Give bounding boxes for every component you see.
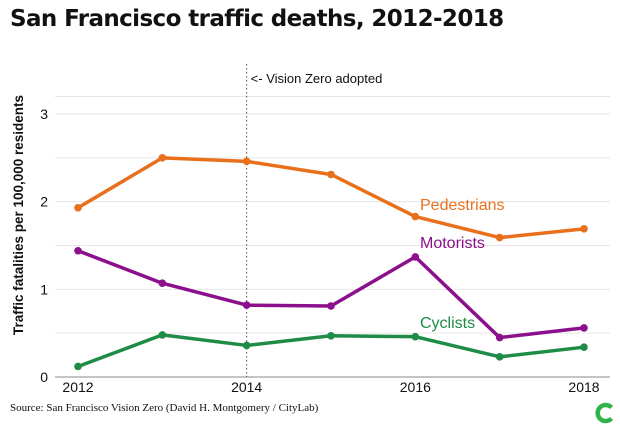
data-point-motorists bbox=[242, 301, 251, 309]
y-tick-label: 2 bbox=[40, 194, 48, 210]
data-point-cyclists bbox=[580, 343, 588, 351]
data-point-motorists bbox=[411, 253, 420, 261]
data-point-pedestrians bbox=[580, 225, 588, 233]
tick-labels: 2012 2014 2016 2018 0 1 2 3 bbox=[40, 106, 600, 395]
data-point-motorists bbox=[495, 333, 504, 342]
data-point-cyclists bbox=[158, 331, 167, 339]
series-line-pedestrians bbox=[76, 156, 586, 240]
series-label-pedestrians: Pedestrians bbox=[420, 197, 505, 214]
data-point-motorists bbox=[580, 324, 588, 332]
data-point-cyclists bbox=[327, 331, 335, 340]
data-point-motorists bbox=[327, 302, 335, 310]
y-axis-label: Traffic fatalities per 100,000 residents bbox=[11, 95, 26, 335]
data-point-cyclists bbox=[411, 332, 420, 341]
data-point-pedestrians bbox=[74, 204, 82, 212]
data-point-pedestrians bbox=[158, 154, 167, 162]
data-point-pedestrians bbox=[327, 170, 335, 179]
y-tick-label: 0 bbox=[40, 369, 48, 385]
x-tick-label: 2014 bbox=[231, 379, 262, 395]
data-point-motorists bbox=[74, 246, 82, 255]
data-point-cyclists bbox=[242, 341, 251, 350]
y-tick-label: 3 bbox=[40, 106, 48, 122]
data-point-cyclists bbox=[74, 362, 82, 371]
series-label-cyclists: Cyclists bbox=[420, 315, 475, 332]
annotation-text: <- Vision Zero adopted bbox=[251, 71, 383, 86]
x-tick-label: 2012 bbox=[62, 379, 93, 395]
data-point-pedestrians bbox=[242, 157, 251, 166]
series-labels: Pedestrians Motorists Cyclists bbox=[420, 197, 505, 332]
data-point-pedestrians bbox=[411, 212, 420, 221]
series-label-motorists: Motorists bbox=[420, 235, 485, 252]
annotations: <- Vision Zero adopted bbox=[246, 64, 383, 377]
data-point-motorists bbox=[158, 279, 167, 287]
citylab-logo-icon bbox=[595, 402, 614, 424]
series-line-cyclists bbox=[76, 333, 586, 369]
line-chart: <- Vision Zero adopted 2012 2014 2016 2018 0… bbox=[11, 64, 610, 395]
source-note: Source: San Francisco Vision Zero (David… bbox=[10, 402, 319, 414]
y-tick-label: 1 bbox=[40, 281, 48, 297]
data-point-pedestrians bbox=[495, 233, 504, 242]
chart-title: San Francisco traffic deaths, 2012-2018 bbox=[10, 6, 504, 32]
data-point-cyclists bbox=[495, 353, 504, 361]
x-tick-label: 2016 bbox=[400, 379, 431, 395]
series-group bbox=[74, 154, 588, 371]
series-line-motorists bbox=[76, 249, 586, 340]
x-tick-label: 2018 bbox=[568, 379, 599, 395]
